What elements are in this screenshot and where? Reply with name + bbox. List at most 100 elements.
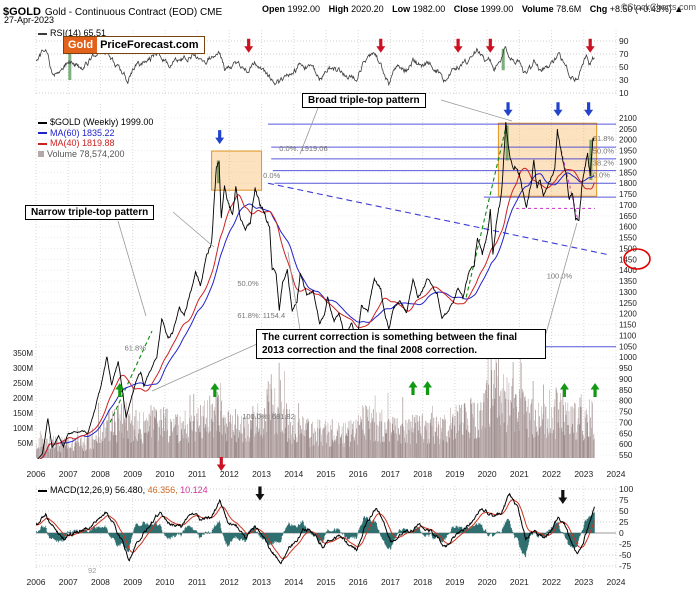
- svg-text:2024: 2024: [607, 577, 626, 587]
- macd-swatch-icon: [38, 489, 47, 492]
- chg-value: +8.50 (+0.43%) ▲: [609, 4, 684, 14]
- price-tick: 750: [619, 408, 633, 417]
- svg-text:2016: 2016: [349, 577, 368, 587]
- svg-text:50M: 50M: [17, 439, 33, 448]
- trend-segment: [267, 182, 610, 256]
- svg-text:75: 75: [619, 495, 629, 505]
- signal-arrow-down: [244, 38, 254, 53]
- signal-arrow-down: [584, 102, 594, 117]
- low-label: Low: [392, 4, 411, 14]
- svg-text:250M: 250M: [13, 379, 33, 388]
- trend-segment: [465, 124, 507, 298]
- macd-series: [36, 492, 595, 565]
- highlight-week-bar: [216, 160, 220, 184]
- price-tick: 1850: [619, 168, 637, 177]
- svg-text:350M: 350M: [13, 349, 33, 358]
- price-tick: 1650: [619, 212, 637, 221]
- svg-text:2012: 2012: [220, 577, 239, 587]
- svg-text:2021: 2021: [510, 577, 529, 587]
- svg-text:2013: 2013: [252, 469, 271, 479]
- price-tick: 1900: [619, 157, 637, 166]
- svg-text:2010: 2010: [155, 469, 174, 479]
- logo-text: PriceForecast.com: [97, 37, 204, 53]
- svg-text:300M: 300M: [13, 364, 33, 373]
- price-tick: 1050: [619, 342, 637, 351]
- high-value: 2020.20: [351, 4, 384, 14]
- svg-text:100.0%: 100.0%: [547, 272, 573, 281]
- svg-text:2019: 2019: [445, 577, 464, 587]
- close-label: Close: [453, 4, 479, 14]
- svg-text:2012: 2012: [220, 469, 239, 479]
- open-value: 1992.00: [287, 4, 321, 14]
- svg-text:10: 10: [619, 88, 629, 98]
- price-tick: 850: [619, 386, 633, 395]
- price-tick: 2100: [619, 114, 637, 123]
- close-value: 1999.00: [480, 4, 514, 14]
- price-tick: 900: [619, 375, 633, 384]
- price-tick: 700: [619, 418, 633, 427]
- price-legend: $GOLD (Weekly) 1999.00 MA(60) 1835.22 MA…: [38, 117, 153, 159]
- svg-text:2021: 2021: [510, 469, 529, 479]
- macd-value-1: 56.480,: [115, 485, 146, 495]
- price-tick: 1350: [619, 277, 637, 286]
- price-tick: 550: [619, 451, 633, 460]
- rsi-series: [36, 46, 595, 87]
- signal-arrow-down: [255, 486, 265, 501]
- svg-text:92: 92: [88, 566, 96, 575]
- svg-text:200M: 200M: [13, 394, 33, 403]
- trend-segment: [109, 330, 153, 423]
- volume-value: 78.6M: [556, 4, 582, 14]
- rsi-line: [36, 46, 595, 87]
- triple-top-box: [497, 122, 598, 197]
- price-tick: 1500: [619, 244, 637, 253]
- symbol: $GOLD: [3, 6, 41, 18]
- price-tick: 950: [619, 364, 633, 373]
- svg-text:2023: 2023: [574, 469, 593, 479]
- price-tick: 1700: [619, 201, 637, 210]
- volume-swatch-icon: [38, 151, 44, 158]
- svg-text:30: 30: [619, 75, 629, 85]
- annotation-broad-triple-top: Broad triple-top pattern: [302, 93, 426, 108]
- signal-arrow-up: [408, 381, 418, 395]
- svg-text:50: 50: [619, 62, 629, 72]
- chart-title: Gold - Continuous Contract (EOD) CME: [44, 7, 223, 18]
- price-tick: 1000: [619, 353, 637, 362]
- price-tick: 600: [619, 440, 633, 449]
- price-tick: 1250: [619, 299, 637, 308]
- rsi-value: 65.51: [83, 28, 107, 38]
- svg-text:2014: 2014: [284, 469, 303, 479]
- svg-text:2017: 2017: [381, 577, 400, 587]
- signal-arrow-down: [503, 102, 513, 117]
- svg-text:2020: 2020: [478, 577, 497, 587]
- svg-text:2011: 2011: [188, 577, 207, 587]
- goldpriceforecast-logo[interactable]: Gold PriceForecast.com: [63, 36, 205, 54]
- price-tick: 2000: [619, 136, 637, 145]
- svg-text:2011: 2011: [188, 469, 207, 479]
- signal-arrow-up: [210, 383, 220, 397]
- logo-gold-block: Gold: [64, 37, 98, 53]
- price-tick: 1400: [619, 266, 637, 275]
- svg-text:-75: -75: [619, 561, 632, 571]
- svg-text:150M: 150M: [13, 409, 33, 418]
- signal-arrow-down: [585, 38, 595, 53]
- signal-arrow-down: [558, 489, 568, 504]
- svg-text:2018: 2018: [413, 577, 432, 587]
- close-line: [37, 122, 595, 459]
- close-series-label: $GOLD (Weekly) 1999.00: [50, 117, 154, 127]
- svg-text:2009: 2009: [123, 469, 142, 479]
- signal-arrow-down: [485, 38, 495, 53]
- svg-text:0.0%: 0.0%: [263, 171, 280, 180]
- svg-text:61.8%: 1154.4: 61.8%: 1154.4: [237, 311, 285, 320]
- svg-text:2006: 2006: [27, 469, 46, 479]
- macd-label: MACD(12,26,9): [50, 485, 113, 495]
- price-target-circle: [623, 248, 651, 270]
- volume-bars: [36, 354, 595, 458]
- svg-text:2024: 2024: [607, 469, 626, 479]
- svg-text:2015: 2015: [317, 469, 336, 479]
- chg-label: Chg: [589, 4, 608, 14]
- svg-text:2022: 2022: [542, 577, 561, 587]
- svg-text:2008: 2008: [91, 577, 110, 587]
- svg-text:2010: 2010: [155, 577, 174, 587]
- svg-text:2008: 2008: [91, 469, 110, 479]
